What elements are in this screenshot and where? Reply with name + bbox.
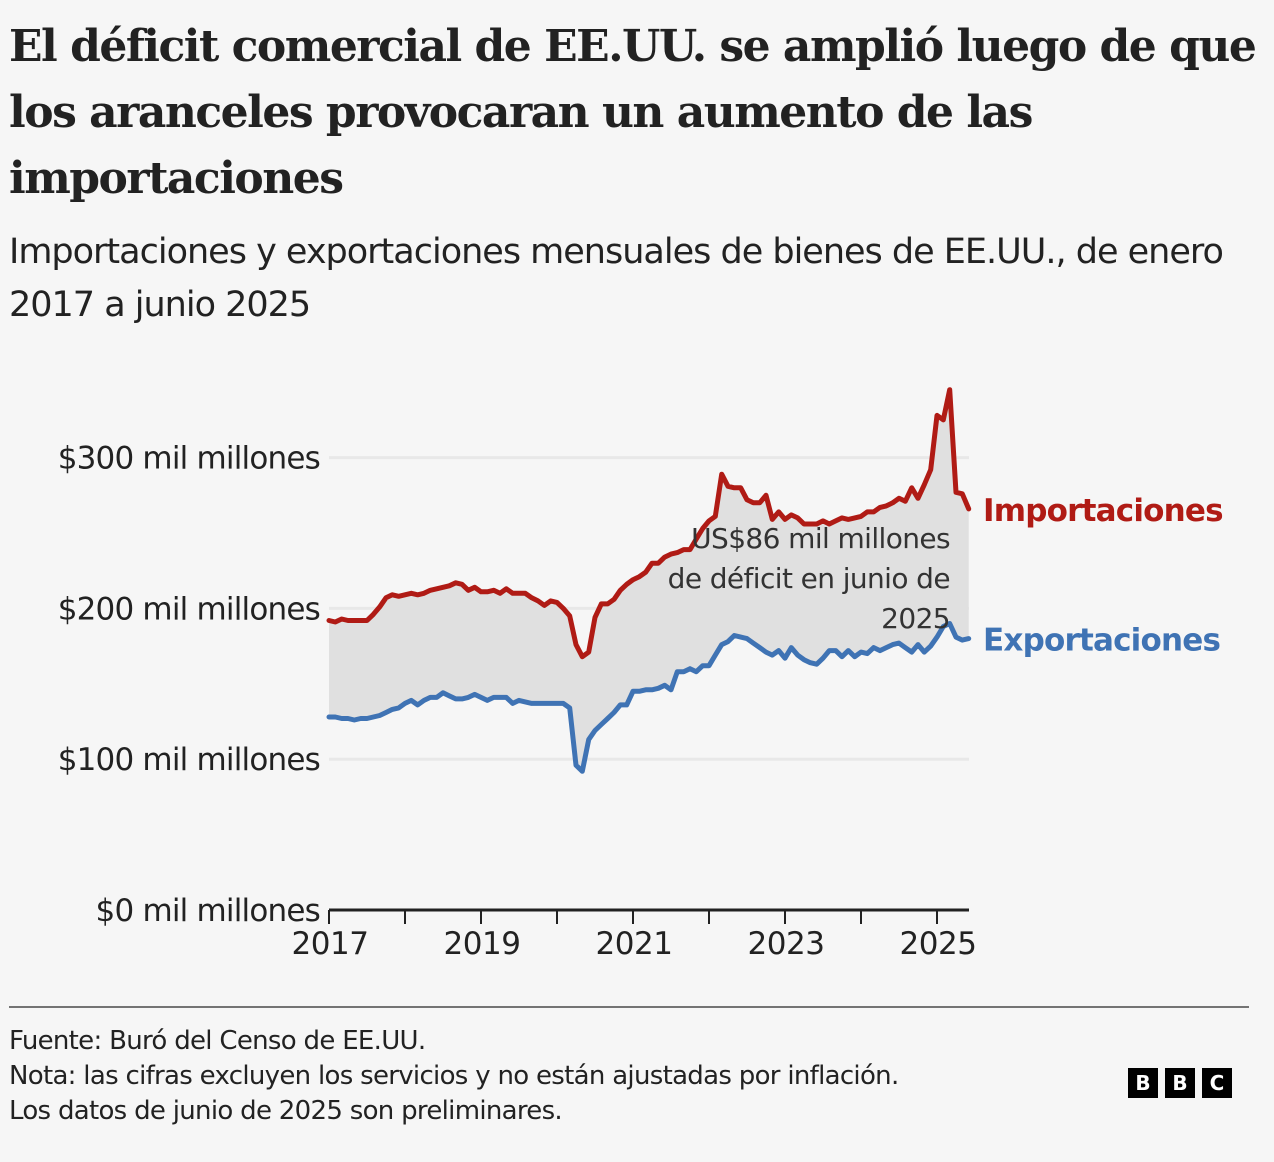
line-chart: $0 mil millones $100 mil millones $200 mil…: [58, 387, 1224, 962]
deficit-annotation: US$86 mil millones de déficit en junio de…: [668, 522, 950, 635]
source-note: Fuente: Buró del Censo de EE.UU.: [9, 1026, 426, 1056]
inflation-note: Nota: las cifras excluyen los servicios …: [9, 1061, 899, 1091]
y-tick-label: $200 mil millones: [58, 591, 320, 627]
x-tick-label: 2017: [292, 926, 369, 962]
x-tick-label: 2019: [444, 926, 521, 962]
footer-divider: [9, 1006, 1249, 1008]
footer: Fuente: Buró del Censo de EE.UU. Nota: l…: [9, 1024, 1249, 1129]
x-tick-label: 2021: [596, 926, 673, 962]
imports-label: Importaciones: [983, 493, 1223, 529]
y-tick-label: $100 mil millones: [58, 742, 320, 778]
annotation-line: 2025: [881, 602, 950, 635]
exports-label: Exportaciones: [983, 623, 1220, 659]
y-axis: $0 mil millones $100 mil millones $200 mil…: [58, 441, 321, 929]
x-tick-label: 2025: [900, 926, 977, 962]
annotation-line: de déficit en junio de: [668, 562, 950, 595]
imports-line: [326, 387, 972, 660]
annotation-line: US$86 mil millones: [691, 522, 950, 555]
preliminary-note: Los datos de junio de 2025 son prelimina…: [9, 1096, 563, 1126]
chart-title: El déficit comercial de EE.UU. se amplió…: [9, 21, 1257, 204]
exports-line: [326, 621, 972, 774]
bbc-logo-letter: B: [1128, 1068, 1158, 1098]
bbc-logo-letter: B: [1165, 1068, 1195, 1098]
y-tick-label: $0 mil millones: [96, 893, 320, 929]
bbc-logo-letter: C: [1202, 1068, 1232, 1098]
deficit-area: [329, 389, 969, 772]
chart-subtitle: Importaciones y exportaciones mensuales …: [9, 232, 1224, 325]
x-tick-label: 2023: [748, 926, 825, 962]
y-tick-label: $300 mil millones: [58, 441, 320, 477]
x-axis: 2017 2019 2021 2023 2025: [292, 908, 977, 962]
bbc-logo: B B C: [1128, 1068, 1232, 1098]
